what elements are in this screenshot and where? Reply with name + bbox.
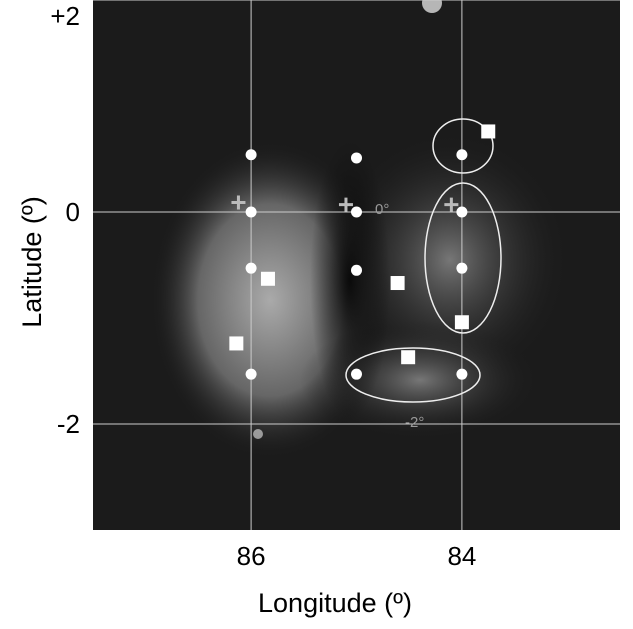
point	[456, 207, 467, 218]
point	[481, 124, 495, 138]
point	[456, 263, 467, 274]
point	[455, 315, 469, 329]
chart: 0° -2° Longitude (º) Latitude (º) +2 0 -2 8…	[0, 0, 633, 629]
point	[261, 272, 275, 286]
y-tick-label: +2	[50, 1, 80, 31]
point	[246, 207, 257, 218]
point	[246, 149, 257, 160]
point	[246, 263, 257, 274]
y-tick-label: -2	[57, 409, 80, 439]
point	[401, 350, 415, 364]
point	[456, 369, 467, 380]
point	[351, 207, 362, 218]
annotation: -2°	[405, 414, 424, 431]
point	[246, 369, 257, 380]
x-axis-title: Longitude (º)	[258, 588, 412, 618]
x-tick-label: 84	[447, 541, 476, 571]
point	[351, 265, 362, 276]
point	[351, 152, 362, 163]
annotation: 0°	[375, 201, 389, 218]
y-axis-title: Latitude (º)	[17, 196, 47, 327]
point	[391, 276, 405, 290]
point	[229, 336, 243, 350]
x-tick-label: 86	[237, 541, 266, 571]
y-tick-label: 0	[66, 197, 80, 227]
point	[351, 369, 362, 380]
point	[456, 149, 467, 160]
